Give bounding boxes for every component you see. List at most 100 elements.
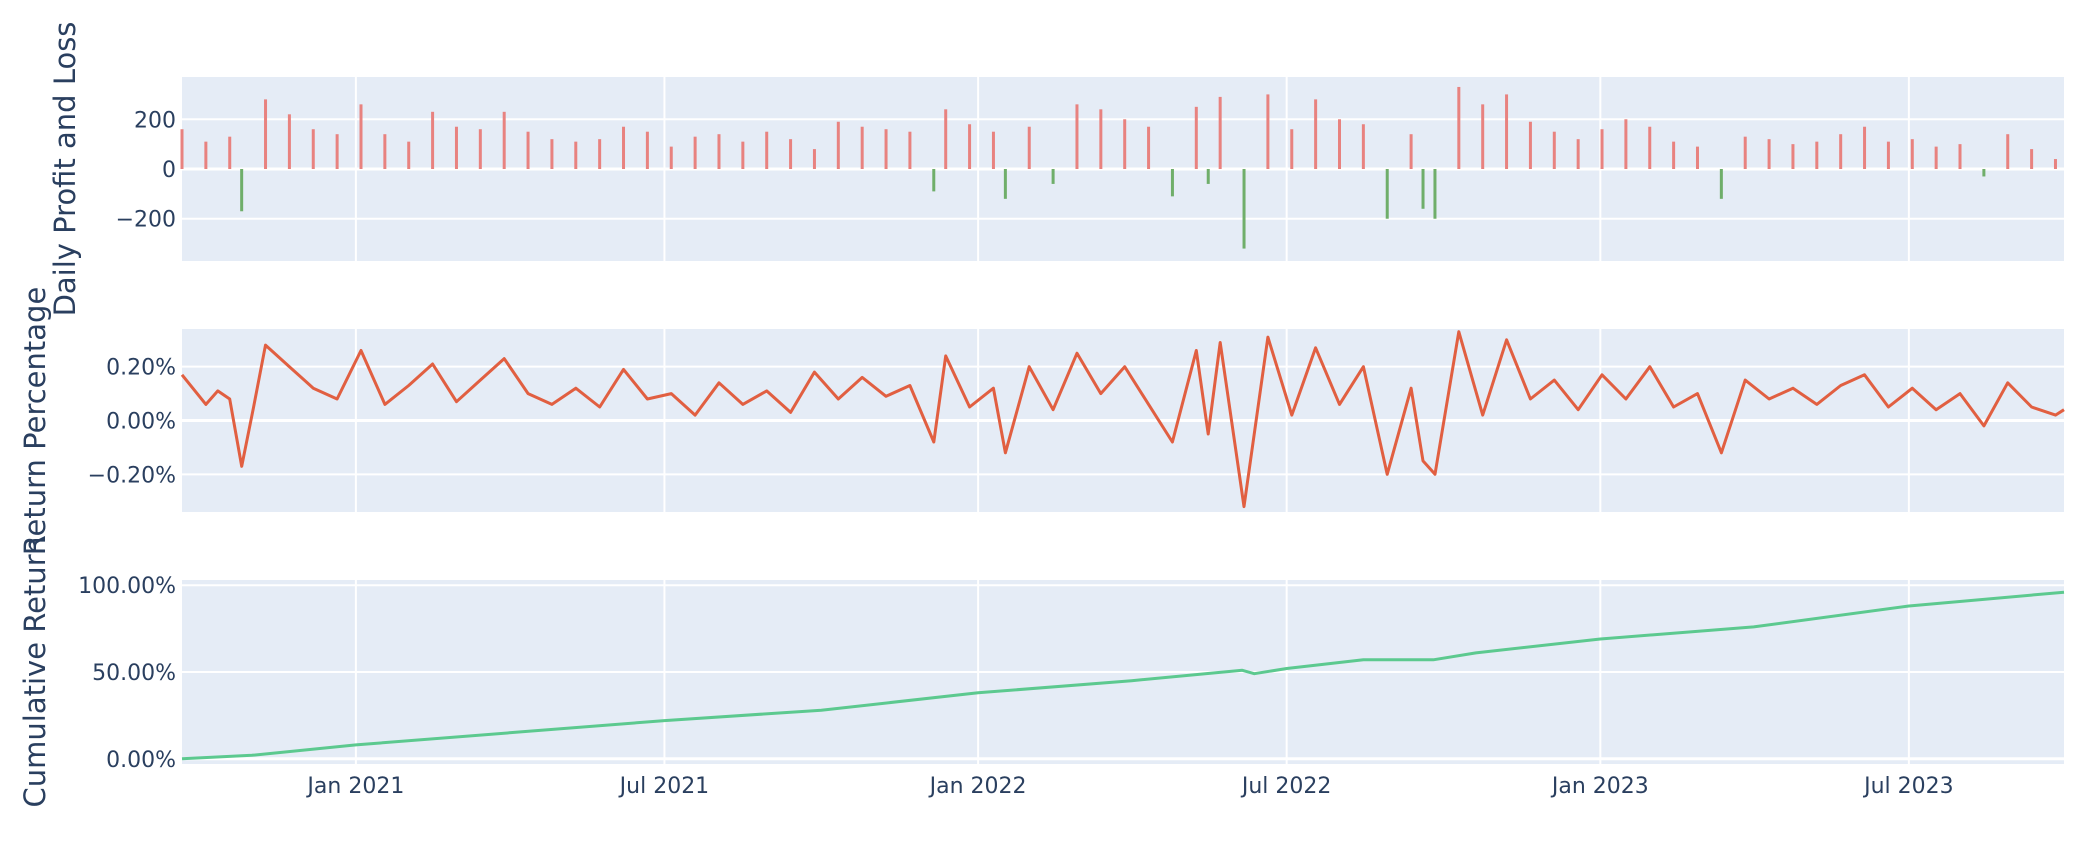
x-tick-label: Jul 2021	[618, 774, 710, 799]
pnl-bar	[622, 127, 625, 169]
pnl-bar	[1004, 169, 1007, 199]
pnl-bar	[1123, 119, 1126, 169]
pnl-bar	[837, 122, 840, 169]
pnl-bar	[2030, 149, 2033, 169]
y-tick-label-daily-pnl: 0	[162, 158, 176, 183]
pnl-bar	[1863, 127, 1866, 169]
y-tick-label-daily-pnl: 200	[134, 108, 176, 133]
pnl-bar	[455, 127, 458, 169]
y-tick-label-cumulative-return: 100.00%	[78, 574, 176, 599]
pnl-bar	[240, 169, 243, 211]
pnl-bar	[1624, 119, 1627, 169]
x-tick-label: Jan 2023	[1550, 774, 1649, 799]
y-tick-label-cumulative-return: 0.00%	[106, 748, 176, 773]
pnl-bar	[1791, 144, 1794, 169]
pnl-bar	[1601, 129, 1604, 169]
pnl-bar	[1028, 127, 1031, 169]
pnl-bar	[359, 104, 362, 169]
pnl-bar	[1887, 142, 1890, 169]
pnl-bar	[288, 114, 291, 169]
pnl-bar	[1147, 127, 1150, 169]
x-tick-label: Jul 2023	[1862, 774, 1954, 799]
y-tick-label-daily-pnl: −200	[116, 208, 176, 233]
pnl-bar	[1410, 134, 1413, 169]
pnl-bar	[527, 132, 530, 169]
pnl-bar	[1099, 109, 1102, 169]
pnl-bar	[1982, 169, 1985, 176]
pnl-bar	[1171, 169, 1174, 196]
pnl-bar	[670, 147, 673, 169]
y-tick-label-daily-return: −0.20%	[88, 463, 176, 488]
y-tick-label-cumulative-return: 50.00%	[92, 661, 176, 686]
pnl-bar	[264, 99, 267, 169]
pnl-bar	[1744, 137, 1747, 169]
pnl-bar	[1911, 139, 1914, 169]
pnl-bar	[1553, 132, 1556, 169]
pnl-bar	[1768, 139, 1771, 169]
pnl-bar	[503, 112, 506, 169]
pnl-bar	[1457, 87, 1460, 169]
pnl-bar	[1219, 97, 1222, 169]
pnl-bar	[741, 142, 744, 169]
y-tick-label-daily-return: 0.20%	[106, 356, 176, 381]
pnl-bar	[1935, 147, 1938, 169]
pnl-bar	[383, 134, 386, 169]
x-tick-label: Jul 2022	[1240, 774, 1332, 799]
pnl-bar	[885, 129, 888, 169]
pnl-bar	[813, 149, 816, 169]
pnl-bar	[1433, 169, 1436, 219]
pnl-bar	[1529, 122, 1532, 169]
pnl-bar	[1481, 104, 1484, 169]
pnl-bar	[1959, 144, 1962, 169]
pnl-bar	[1195, 107, 1198, 169]
pnl-bar	[1648, 127, 1651, 169]
pnl-bar	[1696, 147, 1699, 169]
x-tick-label: Jan 2021	[305, 774, 404, 799]
pnl-bar	[861, 127, 864, 169]
pnl-bar	[598, 139, 601, 169]
pnl-bar	[336, 134, 339, 169]
pnl-bar	[1422, 169, 1425, 209]
pnl-bar	[717, 134, 720, 169]
pnl-bar	[1075, 104, 1078, 169]
pnl-bar	[1672, 142, 1675, 169]
pnl-bar	[431, 112, 434, 169]
pnl-bar	[1815, 142, 1818, 169]
pnl-bar	[1720, 169, 1723, 199]
y-tick-label-daily-return: 0.00%	[106, 410, 176, 435]
pnl-bar	[992, 132, 995, 169]
pnl-bar	[932, 169, 935, 191]
pnl-bar	[646, 132, 649, 169]
pnl-bar	[181, 129, 184, 169]
pnl-bar	[1052, 169, 1055, 184]
pnl-bar	[228, 137, 231, 169]
pnl-bar	[944, 109, 947, 169]
pnl-bar	[1338, 119, 1341, 169]
pnl-bar	[2006, 134, 2009, 169]
pnl-bar	[1362, 124, 1365, 169]
pnl-bar	[1386, 169, 1389, 219]
pnl-bar	[968, 124, 971, 169]
pnl-bar	[1290, 129, 1293, 169]
pnl-bar	[312, 129, 315, 169]
y-axis-title-daily-pnl: Daily Profit and Loss	[48, 22, 82, 317]
y-axis-title-daily-return: Return Percentage	[18, 287, 52, 556]
pnl-bar	[2054, 159, 2057, 169]
y-axis-title-cumulative-return: Cumulative Return	[18, 537, 52, 808]
x-tick-label: Jan 2022	[928, 774, 1027, 799]
pnl-bar	[1314, 99, 1317, 169]
pnl-bar	[1243, 169, 1246, 249]
pnl-bar	[479, 129, 482, 169]
pnl-bar	[574, 142, 577, 169]
pnl-bar	[407, 142, 410, 169]
pnl-bar	[765, 132, 768, 169]
pnl-bar	[1839, 134, 1842, 169]
pnl-bar	[789, 139, 792, 169]
pnl-bar	[908, 132, 911, 169]
pnl-bar	[204, 142, 207, 169]
pnl-bar	[694, 137, 697, 169]
pnl-bar	[1505, 94, 1508, 169]
pnl-bar	[1207, 169, 1210, 184]
